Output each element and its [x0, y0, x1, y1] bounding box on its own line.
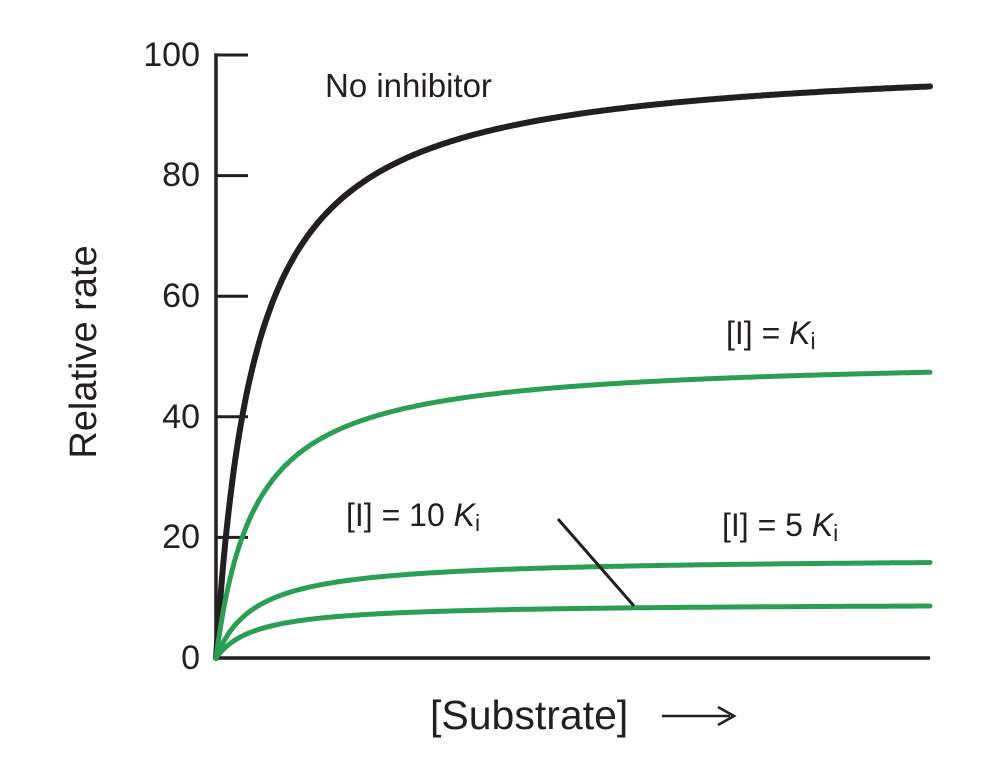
curve-label-i-equals-ki: [I] = Ki: [726, 311, 816, 363]
curve-label-i-equals-5ki: [I] = 5 Ki: [722, 503, 838, 555]
curve-label-no-inhibitor: No inhibitor: [325, 64, 492, 108]
curve-label-text: No inhibitor: [325, 67, 492, 104]
ki-symbol: K: [789, 315, 811, 351]
curve-no-inhibitor: [213, 83, 933, 661]
leader-line-10ki: [556, 518, 636, 607]
ki-subscript: i: [810, 328, 816, 355]
ki-symbol: K: [811, 507, 834, 543]
curve-i-5-ki: [213, 560, 933, 661]
ki-subscript: i: [833, 520, 839, 547]
y-axis-title: Relative rate: [63, 245, 105, 459]
curve-i-10-ki: [213, 603, 933, 661]
ki-subscript: i: [474, 510, 481, 537]
y-tick-label-40: 40: [162, 398, 200, 436]
curve-label-text: [I] =: [726, 315, 790, 351]
y-tick-label-60: 60: [162, 277, 200, 315]
y-tick-label-80: 80: [162, 156, 200, 194]
x-axis-title: [Substrate]: [430, 692, 629, 738]
x-axis-arrow-head-icon: [717, 705, 737, 727]
y-tick-label-100: 100: [143, 36, 200, 74]
curve-label-i-equals-10ki: [I] = 10 Ki: [346, 493, 480, 545]
curve-i-ki: [213, 369, 933, 661]
curve-label-text: [I] = 5: [722, 507, 812, 543]
curve-label-text: [I] = 10: [346, 497, 454, 533]
y-tick-label-0: 0: [181, 639, 200, 677]
y-tick-label-20: 20: [162, 518, 200, 556]
ki-symbol: K: [453, 497, 475, 533]
